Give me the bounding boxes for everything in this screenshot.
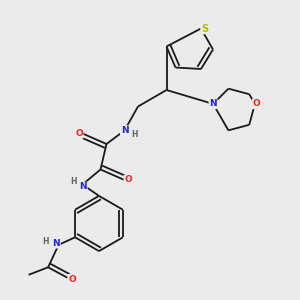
Text: N: N xyxy=(52,239,60,248)
Text: H: H xyxy=(43,237,49,246)
Text: O: O xyxy=(68,275,76,284)
Text: H: H xyxy=(131,130,137,139)
Text: O: O xyxy=(124,176,132,184)
Text: H: H xyxy=(70,177,77,186)
Text: S: S xyxy=(201,23,208,34)
Text: N: N xyxy=(121,126,128,135)
Text: O: O xyxy=(75,129,83,138)
Text: N: N xyxy=(79,182,87,191)
Text: O: O xyxy=(253,99,260,108)
Text: N: N xyxy=(209,99,217,108)
